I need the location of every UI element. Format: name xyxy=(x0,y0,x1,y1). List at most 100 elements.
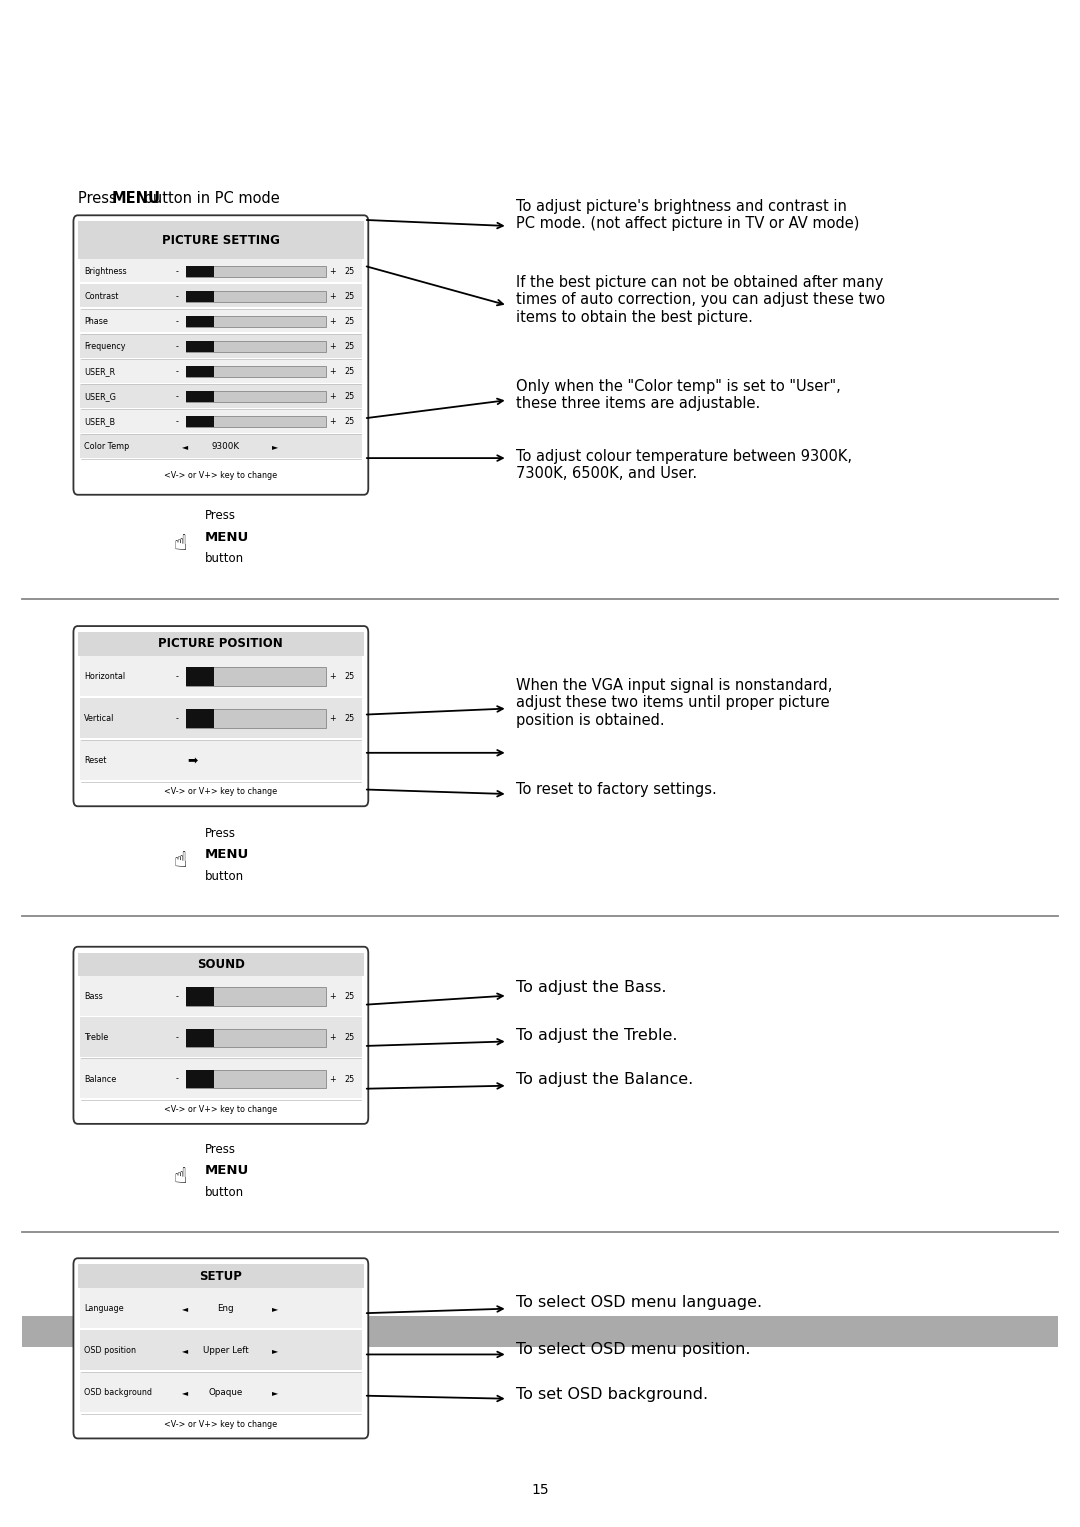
Text: +: + xyxy=(329,292,336,301)
Text: 25: 25 xyxy=(345,392,355,402)
Text: ◄: ◄ xyxy=(181,1347,188,1356)
Bar xyxy=(80,260,362,282)
Bar xyxy=(78,221,364,258)
Text: OSD background: OSD background xyxy=(84,1388,152,1397)
Text: Eng: Eng xyxy=(218,1304,234,1313)
Text: Color Temp: Color Temp xyxy=(84,443,130,450)
Text: To adjust picture's brightness and contrast in
PC mode. (not affect picture in T: To adjust picture's brightness and contr… xyxy=(516,199,860,231)
Text: Vertical: Vertical xyxy=(84,715,114,724)
Text: 25: 25 xyxy=(345,672,355,681)
Text: When the VGA input signal is nonstandard,
adjust these two items until proper pi: When the VGA input signal is nonstandard… xyxy=(516,678,833,728)
Bar xyxy=(22,1316,1058,1347)
Text: -: - xyxy=(176,715,178,724)
Text: 25: 25 xyxy=(345,342,355,351)
Bar xyxy=(186,667,214,686)
Text: ➡: ➡ xyxy=(187,754,198,767)
Bar xyxy=(186,988,214,1006)
Text: -: - xyxy=(176,366,178,376)
Text: OSD position: OSD position xyxy=(84,1347,136,1356)
Text: 15: 15 xyxy=(531,1483,549,1498)
Text: Horizontal: Horizontal xyxy=(84,672,125,681)
Text: -: - xyxy=(176,1034,178,1043)
Bar xyxy=(186,1070,326,1089)
Bar xyxy=(80,1058,362,1098)
Text: USER_B: USER_B xyxy=(84,417,116,426)
Bar xyxy=(186,341,214,353)
Text: MENU: MENU xyxy=(205,530,249,544)
Bar xyxy=(80,1287,362,1328)
Text: +: + xyxy=(329,1034,336,1043)
Bar xyxy=(186,417,214,428)
Bar xyxy=(80,1017,362,1057)
Text: button: button xyxy=(205,551,244,565)
Bar xyxy=(80,976,362,1015)
Text: Press: Press xyxy=(205,826,237,840)
Text: 25: 25 xyxy=(345,1075,355,1084)
Text: Bass: Bass xyxy=(84,993,103,1002)
Text: ◄: ◄ xyxy=(181,1388,188,1397)
Text: ☝: ☝ xyxy=(174,533,187,554)
Bar xyxy=(186,316,214,327)
Text: +: + xyxy=(329,715,336,724)
Text: 25: 25 xyxy=(345,993,355,1002)
Text: SOUND: SOUND xyxy=(197,957,245,971)
Text: +: + xyxy=(329,1075,336,1084)
Text: -: - xyxy=(176,292,178,301)
Bar xyxy=(186,1029,326,1048)
Text: PICTURE POSITION: PICTURE POSITION xyxy=(159,637,283,651)
Text: To adjust the Bass.: To adjust the Bass. xyxy=(516,980,666,996)
Text: Upper Left: Upper Left xyxy=(203,1347,248,1356)
Text: +: + xyxy=(329,993,336,1002)
Bar xyxy=(186,316,326,327)
Bar xyxy=(186,710,214,728)
Text: -: - xyxy=(176,267,178,276)
Bar xyxy=(80,308,362,333)
Text: 25: 25 xyxy=(345,1034,355,1043)
Bar xyxy=(80,284,362,307)
Text: -: - xyxy=(176,392,178,402)
Text: Treble: Treble xyxy=(84,1034,108,1043)
Bar xyxy=(80,739,362,780)
Text: +: + xyxy=(329,392,336,402)
Bar xyxy=(186,366,214,377)
Text: ☝: ☝ xyxy=(174,851,187,872)
Bar xyxy=(186,366,326,377)
Text: button: button xyxy=(205,1185,244,1199)
Bar xyxy=(78,953,364,976)
Bar xyxy=(80,359,362,383)
Text: To reset to factory settings.: To reset to factory settings. xyxy=(516,782,717,797)
Text: button: button xyxy=(205,869,244,883)
Text: To select OSD menu position.: To select OSD menu position. xyxy=(516,1342,751,1358)
Bar xyxy=(186,290,214,302)
Text: <V-> or V+> key to change: <V-> or V+> key to change xyxy=(164,470,278,479)
FancyBboxPatch shape xyxy=(73,1258,368,1438)
Bar xyxy=(78,632,364,655)
Bar xyxy=(78,1264,364,1287)
Text: ►: ► xyxy=(271,1304,278,1313)
Text: 25: 25 xyxy=(345,267,355,276)
Bar xyxy=(186,266,214,276)
Bar xyxy=(186,391,214,402)
Text: button in PC mode: button in PC mode xyxy=(139,191,280,206)
Text: +: + xyxy=(329,318,336,325)
Text: ►: ► xyxy=(271,1388,278,1397)
Bar xyxy=(80,334,362,357)
Text: Frequency: Frequency xyxy=(84,342,125,351)
Text: Language: Language xyxy=(84,1304,124,1313)
Bar xyxy=(186,417,326,428)
Text: +: + xyxy=(329,267,336,276)
Bar xyxy=(80,409,362,432)
Bar xyxy=(186,266,326,276)
Text: Press: Press xyxy=(78,191,121,206)
Text: PICTURE SETTING: PICTURE SETTING xyxy=(162,234,280,247)
Text: 25: 25 xyxy=(345,318,355,325)
Text: -: - xyxy=(176,1075,178,1084)
Bar xyxy=(186,290,326,302)
Text: Reset: Reset xyxy=(84,756,107,765)
Bar xyxy=(80,434,362,458)
Bar xyxy=(186,341,326,353)
Text: To adjust colour temperature between 9300K,
7300K, 6500K, and User.: To adjust colour temperature between 930… xyxy=(516,449,852,481)
Bar xyxy=(186,988,326,1006)
Text: <V-> or V+> key to change: <V-> or V+> key to change xyxy=(164,1106,278,1115)
Text: 25: 25 xyxy=(345,292,355,301)
